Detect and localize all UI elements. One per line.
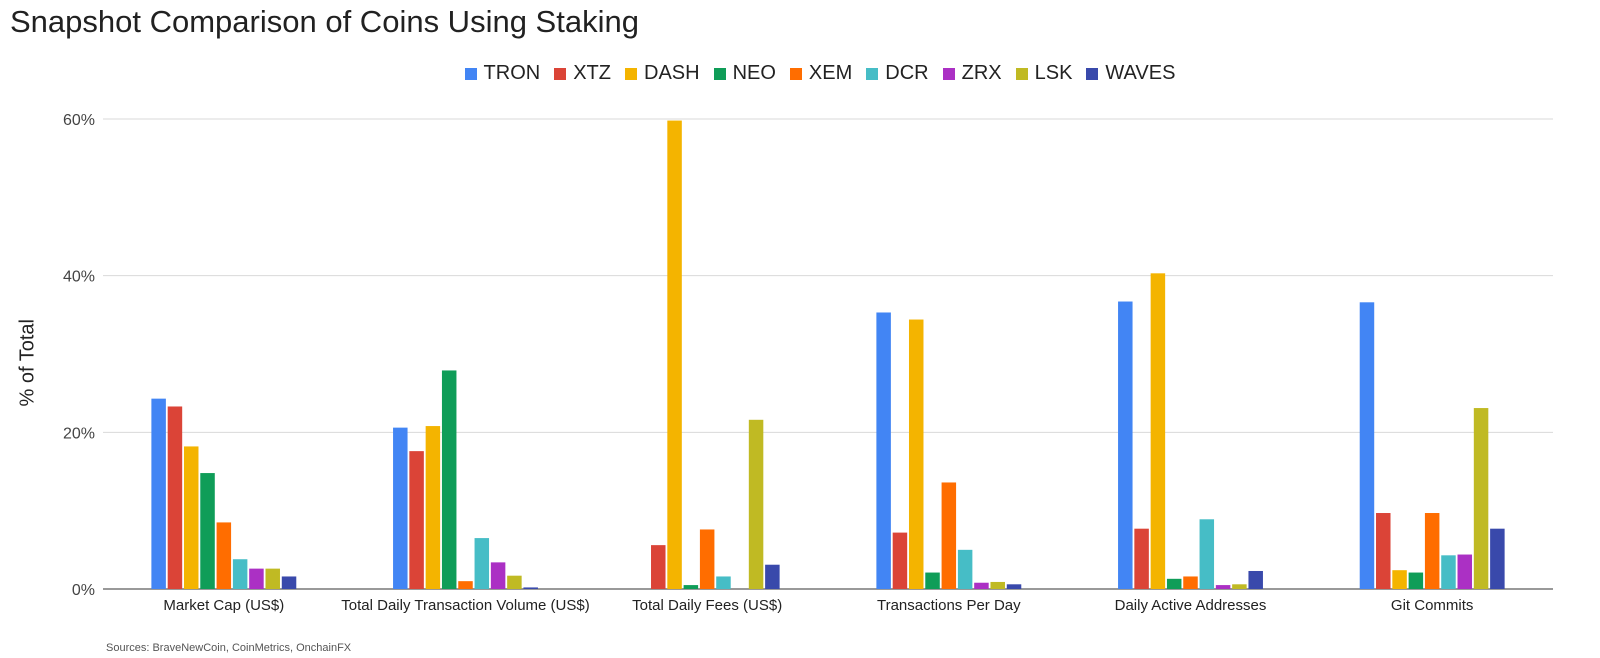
bar-neo: [1408, 572, 1424, 589]
bar-xem: [941, 482, 957, 589]
bar-xem: [699, 529, 715, 589]
bar-zrx: [1215, 585, 1231, 589]
legend-swatch: [789, 67, 802, 80]
bar-waves: [1248, 570, 1263, 589]
bar-neo: [441, 370, 457, 589]
bar-dash: [908, 319, 924, 589]
bar-zrx: [249, 568, 264, 589]
y-tick-label: 0%: [72, 582, 95, 599]
bar-waves: [281, 576, 297, 589]
legend-label: DCR: [885, 62, 929, 84]
bar-waves: [765, 564, 780, 589]
bar-xtz: [409, 451, 424, 589]
bar-xem: [1183, 576, 1198, 589]
bar-tron: [1118, 301, 1133, 589]
legend-label: ZRX: [961, 62, 1002, 84]
x-tick-label: Total Daily Fees (US$): [632, 597, 782, 614]
legend-swatch: [464, 67, 477, 80]
legend-label: DASH: [644, 62, 700, 84]
legend-label: XEM: [808, 62, 853, 84]
bar-lsk: [748, 419, 764, 589]
chart-legend: TRON XTZ DASH NEO XEM DCR ZRX LSK WAVES: [0, 62, 1600, 85]
bar-lsk: [990, 581, 1005, 589]
x-tick-label: Git Commits: [1391, 597, 1474, 614]
bar-xtz: [1134, 528, 1149, 589]
legend-label: XTZ: [573, 62, 611, 84]
bar-waves: [1490, 528, 1505, 589]
bar-dcr: [474, 538, 490, 589]
bar-xem: [1424, 513, 1440, 589]
bar-dash: [183, 446, 199, 589]
bar-dcr: [232, 559, 248, 589]
bar-dash: [1392, 570, 1407, 589]
y-tick-label: 40%: [63, 269, 95, 286]
bar-neo: [200, 473, 215, 589]
legend-item-waves: WAVES: [1086, 62, 1175, 85]
x-tick-label: Market Cap (US$): [163, 597, 284, 614]
bar-neo: [925, 572, 940, 589]
y-tick-label: 60%: [63, 112, 95, 129]
legend-item-tron: TRON: [464, 62, 541, 85]
legend-label: NEO: [732, 62, 776, 84]
bar-dash: [1150, 273, 1166, 589]
legend-item-zrx: ZRX: [942, 62, 1002, 85]
source-note: Sources: BraveNewCoin, CoinMetrics, Onch…: [106, 642, 352, 654]
legend-label: WAVES: [1105, 62, 1176, 84]
legend-item-dcr: DCR: [866, 62, 929, 85]
bar-dcr: [716, 576, 731, 589]
bar-xtz: [167, 406, 183, 589]
x-tick-label: Daily Active Addresses: [1115, 597, 1267, 614]
bar-xtz: [892, 532, 908, 589]
bar-xtz: [1376, 513, 1391, 589]
chart-title: Snapshot Comparison of Coins Using Staki…: [10, 4, 639, 39]
bar-zrx: [490, 562, 506, 589]
legend-swatch: [713, 67, 726, 80]
bar-tron: [876, 312, 891, 589]
legend-swatch: [942, 67, 955, 80]
legend-item-lsk: LSK: [1015, 62, 1073, 85]
legend-label: LSK: [1034, 62, 1073, 84]
bar-lsk: [1232, 584, 1247, 589]
bar-lsk: [265, 568, 280, 589]
legend-swatch: [1086, 67, 1099, 80]
legend-swatch: [1015, 67, 1028, 80]
bar-waves: [1006, 584, 1022, 589]
bar-xem: [216, 522, 232, 589]
bar-dcr: [1441, 555, 1456, 589]
bar-zrx: [1457, 554, 1473, 589]
bar-xtz: [651, 545, 666, 589]
bar-lsk: [1473, 408, 1489, 589]
bar-lsk: [507, 575, 522, 589]
bar-tron: [1359, 302, 1375, 589]
bar-dcr: [957, 549, 973, 589]
legend-item-xem: XEM: [789, 62, 853, 85]
legend-swatch: [554, 67, 567, 80]
bar-tron: [393, 427, 408, 589]
bar-tron: [151, 398, 166, 589]
bar-neo: [1166, 578, 1182, 589]
legend-item-dash: DASH: [625, 62, 700, 85]
bar-waves: [523, 587, 538, 589]
bar-dash: [667, 120, 682, 590]
bar-xem: [458, 581, 473, 589]
legend-swatch: [866, 67, 879, 80]
bar-zrx: [974, 582, 989, 589]
bar-dash: [425, 426, 441, 589]
x-tick-label: Transactions Per Day: [877, 597, 1021, 614]
bar-dcr: [1199, 519, 1215, 589]
legend-label: TRON: [483, 62, 541, 84]
legend-item-neo: NEO: [713, 62, 776, 85]
y-tick-label: 20%: [63, 425, 95, 442]
legend-swatch: [625, 67, 637, 80]
bar-neo: [683, 585, 699, 589]
x-tick-label: Total Daily Transaction Volume (US$): [341, 597, 589, 614]
legend-item-xtz: XTZ: [554, 62, 611, 85]
